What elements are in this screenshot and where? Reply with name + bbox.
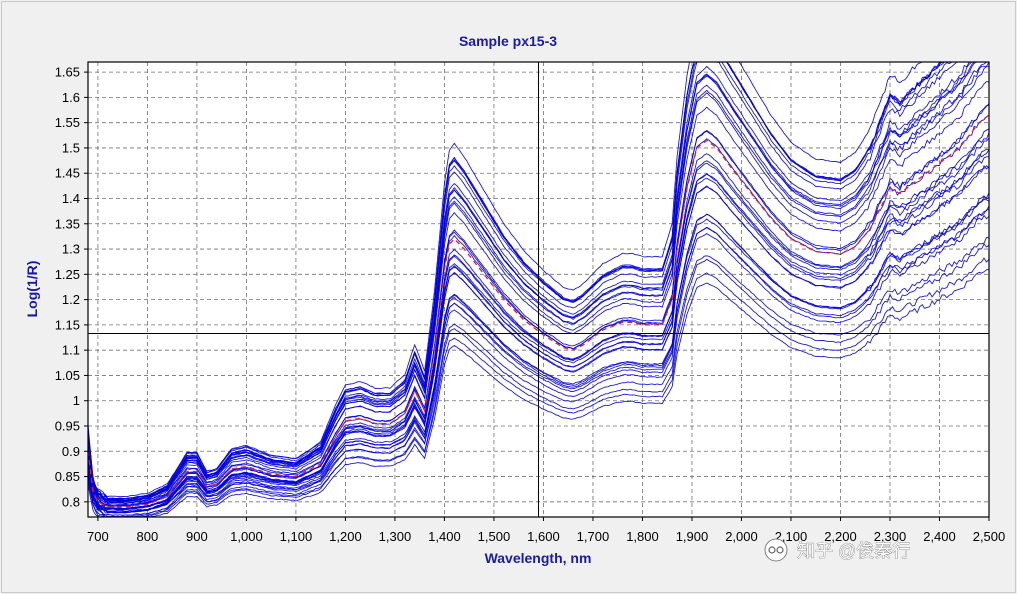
x-tick-label: 2,500 xyxy=(973,529,1006,544)
y-axis-label: Log(1/R) xyxy=(24,261,40,318)
x-tick-label: 1,500 xyxy=(478,529,511,544)
x-axis-label: Wavelength, nm xyxy=(485,550,592,566)
y-tick-label: 1 xyxy=(73,393,80,408)
x-tick-label: 1,100 xyxy=(280,529,313,544)
x-tick-label: 1,600 xyxy=(527,529,560,544)
y-tick-label: 1.15 xyxy=(55,317,80,332)
x-tick-label: 700 xyxy=(87,529,109,544)
x-tick-label: 2,000 xyxy=(725,529,758,544)
x-tick-label: 2,100 xyxy=(775,529,808,544)
y-tick-label: 1.5 xyxy=(62,140,80,155)
y-tick-label: 0.8 xyxy=(62,494,80,509)
y-tick-label: 1.4 xyxy=(62,191,80,206)
y-tick-label: 0.95 xyxy=(55,419,80,434)
y-tick-label: 1.1 xyxy=(62,343,80,358)
x-tick-label: 1,900 xyxy=(676,529,709,544)
y-tick-label: 1.35 xyxy=(55,216,80,231)
watermark: 知乎 @俊秦行 xyxy=(764,538,911,562)
x-tick-label: 900 xyxy=(186,529,208,544)
y-tick-label: 1.05 xyxy=(55,368,80,383)
y-tick-label: 0.85 xyxy=(55,469,80,484)
y-tick-label: 1.65 xyxy=(55,65,80,80)
y-tick-label: 1.45 xyxy=(55,166,80,181)
x-tick-label: 1,800 xyxy=(626,529,659,544)
x-tick-label: 1,400 xyxy=(428,529,461,544)
chart-title: Sample px15-3 xyxy=(459,33,557,49)
wechat-channel-icon xyxy=(764,538,788,562)
x-tick-label: 2,200 xyxy=(824,529,857,544)
x-tick-label: 1,300 xyxy=(379,529,412,544)
y-tick-label: 1.2 xyxy=(62,292,80,307)
y-tick-label: 1.55 xyxy=(55,115,80,130)
x-axis-ticks: 700 800 900 1,000 1,100 1,200 1,300 1,400 1,500 1… xyxy=(87,517,1005,544)
y-tick-label: 1.25 xyxy=(55,267,80,282)
watermark-text: 知乎 @俊秦行 xyxy=(797,541,910,561)
x-tick-label: 800 xyxy=(137,529,159,544)
mean-spectrum-line xyxy=(87,114,990,508)
x-tick-label: 1,000 xyxy=(230,529,263,544)
x-tick-label: 2,300 xyxy=(874,529,907,544)
y-tick-label: 1.3 xyxy=(62,242,80,257)
x-tick-label: 1,700 xyxy=(577,529,610,544)
x-tick-label: 1,200 xyxy=(329,529,362,544)
y-tick-label: 0.9 xyxy=(62,444,80,459)
y-axis-ticks: 0.8 0.85 0.9 0.95 1 1.05 1.1 1.15 1.2 1.25 1.3 1.35… xyxy=(55,65,88,509)
x-tick-label: 2,400 xyxy=(923,529,956,544)
y-tick-label: 1.6 xyxy=(62,90,80,105)
plot-border xyxy=(87,61,990,518)
